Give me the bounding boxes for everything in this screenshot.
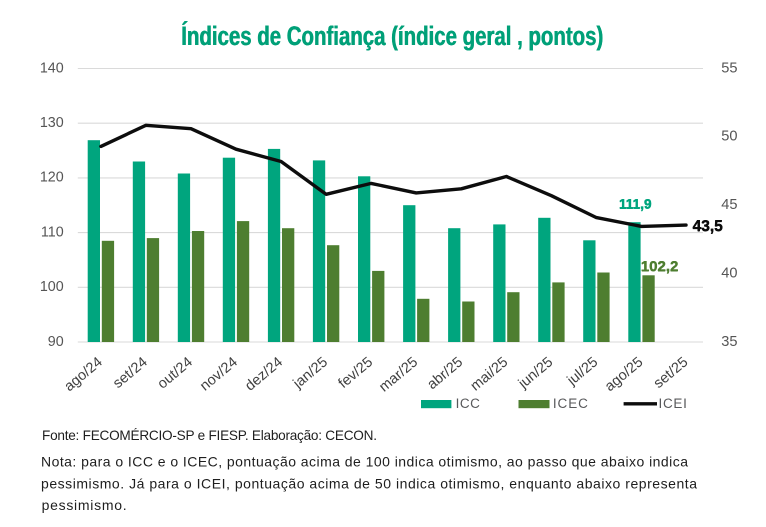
svg-text:Fonte: FECOMÉRCIO-SP e FIESP.: Fonte: FECOMÉRCIO-SP e FIESP. Elaboração… [42,428,377,443]
svg-text:35: 35 [721,334,737,350]
svg-text:ICEI: ICEI [659,396,688,411]
svg-text:140: 140 [40,60,64,76]
svg-text:Nota: para o ICC e o ICEC, pon: Nota: para o ICC e o ICEC, pontuação aci… [41,454,688,470]
svg-text:111,9: 111,9 [619,197,652,212]
svg-text:43,5: 43,5 [693,218,724,235]
svg-text:130: 130 [40,115,64,131]
svg-text:102,2: 102,2 [641,258,679,275]
svg-text:111,9: 111,9 [619,197,652,212]
svg-text:Índices de Confiança (índice g: Índices de Confiança (índice geral , pon… [181,20,603,51]
svg-text:102,2: 102,2 [641,258,679,275]
svg-text:Índices de Confiança (índice g: Índices de Confiança (índice geral , pon… [181,20,603,51]
svg-text:55: 55 [721,60,737,76]
svg-text:50: 50 [721,129,737,145]
svg-text:pessimismo. Já para o ICEI, po: pessimismo. Já para o ICEI, pontuação ac… [41,475,697,491]
svg-text:ICEC: ICEC [553,396,589,411]
svg-text:43,5: 43,5 [692,218,723,235]
svg-text:Índices de Confiança (índice g: Índices de Confiança (índice geral , pon… [182,20,604,51]
svg-text:111,9: 111,9 [619,197,652,212]
svg-text:90: 90 [48,334,64,350]
svg-text:ICC: ICC [456,396,481,411]
svg-text:40: 40 [721,265,737,281]
svg-text:102,2: 102,2 [641,258,679,275]
svg-text:43,5: 43,5 [693,218,724,235]
svg-text:100: 100 [40,279,64,295]
svg-text:110: 110 [41,224,64,240]
svg-text:pessimismo.: pessimismo. [42,497,127,513]
svg-text:45: 45 [721,197,737,213]
svg-text:120: 120 [40,170,64,186]
